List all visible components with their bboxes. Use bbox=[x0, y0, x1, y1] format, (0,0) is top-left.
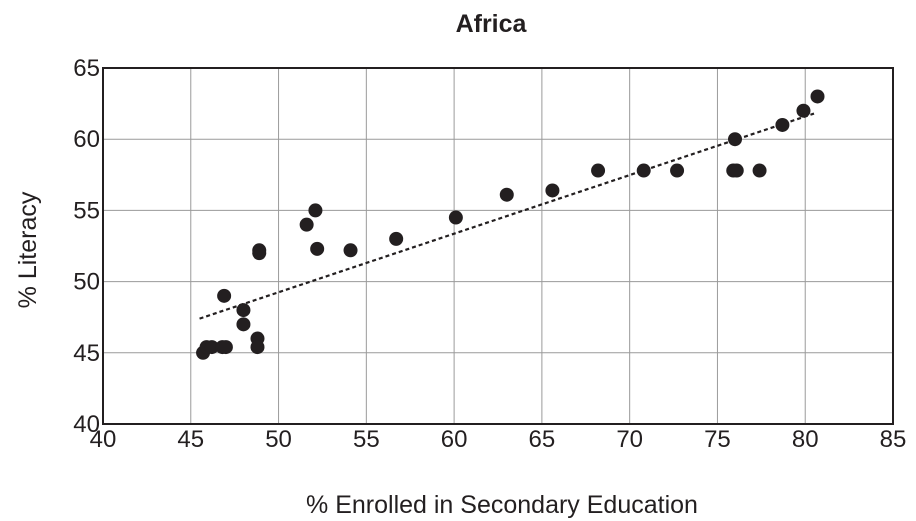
data-point bbox=[545, 183, 560, 198]
data-point bbox=[448, 210, 463, 225]
data-point bbox=[728, 132, 742, 147]
data-point bbox=[775, 117, 790, 132]
x-axis-ticks: 40 45 50 55 60 65 70 75 80 85 bbox=[90, 426, 907, 453]
y-tick-label: 55 bbox=[73, 197, 100, 224]
y-axis-ticks: 40 45 50 55 60 65 bbox=[73, 55, 100, 438]
x-tick-label: 70 bbox=[616, 426, 643, 453]
data-point bbox=[636, 163, 651, 178]
x-tick-label: 65 bbox=[529, 426, 556, 453]
data-point bbox=[236, 317, 251, 332]
data-point bbox=[499, 187, 514, 202]
x-tick-label: 60 bbox=[441, 426, 468, 453]
data-point bbox=[218, 340, 233, 355]
data-point bbox=[796, 103, 811, 118]
x-tick-label: 75 bbox=[704, 426, 731, 453]
data-point bbox=[310, 241, 325, 256]
x-tick-label: 85 bbox=[880, 426, 907, 453]
x-axis-label: % Enrolled in Secondary Education bbox=[306, 491, 698, 519]
data-point bbox=[217, 288, 232, 303]
x-tick-label: 45 bbox=[177, 426, 204, 453]
data-point bbox=[729, 163, 744, 178]
chart-title: Africa bbox=[456, 10, 528, 38]
data-points bbox=[196, 89, 825, 360]
y-tick-label: 40 bbox=[73, 411, 100, 438]
data-point bbox=[308, 203, 323, 218]
grid-lines bbox=[103, 68, 893, 424]
data-point bbox=[250, 340, 265, 355]
y-axis-label: % Literacy bbox=[14, 191, 42, 308]
y-tick-label: 50 bbox=[73, 269, 100, 296]
trend-line bbox=[199, 112, 815, 320]
data-point bbox=[670, 163, 685, 178]
x-tick-label: 55 bbox=[353, 426, 380, 453]
y-tick-label: 45 bbox=[73, 340, 100, 367]
data-point bbox=[299, 217, 314, 232]
data-point bbox=[810, 89, 825, 104]
x-tick-label: 50 bbox=[265, 426, 292, 453]
y-tick-label: 60 bbox=[73, 126, 100, 153]
data-point bbox=[591, 163, 606, 178]
data-point bbox=[752, 163, 767, 178]
y-tick-label: 65 bbox=[73, 55, 100, 82]
data-point bbox=[204, 340, 219, 355]
x-tick-label: 80 bbox=[792, 426, 819, 453]
data-point bbox=[389, 231, 404, 246]
x-tick-label: 40 bbox=[90, 426, 117, 453]
plot-area bbox=[102, 67, 894, 425]
data-point bbox=[236, 303, 251, 318]
data-point bbox=[252, 246, 267, 261]
data-point bbox=[343, 243, 358, 258]
